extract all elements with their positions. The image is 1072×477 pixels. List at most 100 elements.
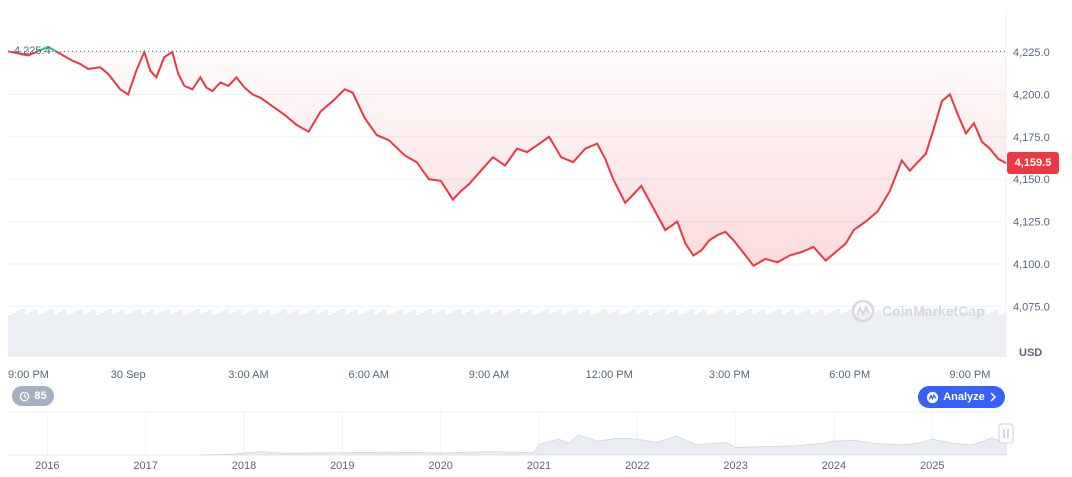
volume-bar — [556, 310, 562, 357]
volume-bar — [673, 310, 678, 357]
volume-bar — [465, 312, 470, 357]
volume-bar — [993, 310, 998, 357]
volume-bar — [781, 314, 786, 357]
volume-bar — [70, 313, 75, 357]
analyze-button[interactable]: Analyze — [918, 386, 1005, 408]
volume-bars — [8, 309, 1007, 357]
volume-bar — [893, 309, 899, 357]
volume-bar — [910, 315, 915, 357]
volume-bar — [777, 309, 782, 357]
volume-bar — [768, 313, 774, 357]
volume-bar — [868, 314, 874, 357]
volume-bar — [972, 313, 978, 357]
watermark: CoinMarketCap — [851, 299, 985, 323]
volume-bar — [935, 310, 940, 357]
x-tick-label: 12:00 PM — [586, 369, 633, 381]
volume-bar — [57, 312, 63, 357]
volume-bar — [82, 314, 88, 357]
cmc-watermark-icon — [851, 299, 875, 323]
x-tick-label: 6:00 PM — [829, 369, 870, 381]
volume-bar — [789, 310, 795, 357]
open-price-label: 4,225.4 — [14, 45, 51, 57]
y-tick-label: 4,100.0 — [1013, 259, 1050, 271]
volume-bar — [877, 310, 882, 357]
volume-bar — [427, 309, 433, 357]
x-axis: 9:00 PM 30 Sep 3:00 AM 6:00 AM 9:00 AM 12:00 … — [8, 369, 990, 381]
volume-bar — [170, 314, 175, 357]
volume-bar — [906, 310, 911, 357]
volume-bar — [511, 311, 516, 357]
volume-bar — [702, 310, 707, 357]
history-button[interactable]: 85 — [12, 386, 54, 406]
current-price-badge: 4,159.5 — [1007, 152, 1059, 174]
volume-bar — [340, 309, 346, 357]
volume-bar — [394, 311, 400, 357]
volume-bar — [494, 312, 499, 357]
volume-bar — [922, 309, 928, 357]
volume-bar — [943, 313, 949, 357]
volume-bar — [956, 314, 961, 357]
volume-bar — [286, 314, 292, 357]
volume-bar — [407, 312, 412, 357]
volume-bar — [211, 315, 217, 357]
volume-bar — [444, 315, 450, 357]
volume-bar — [798, 313, 803, 357]
volume-bar — [610, 312, 616, 357]
volume-bar — [823, 315, 828, 357]
volume-bar — [594, 313, 599, 357]
x-tick-label: 9:00 PM — [8, 369, 49, 381]
volume-bar — [116, 312, 121, 357]
volume-bar — [835, 309, 840, 357]
navigator-handle[interactable] — [998, 423, 1014, 444]
volume-bar — [299, 315, 304, 357]
navigator-tick-label: 2022 — [625, 460, 649, 472]
volume-bar — [540, 311, 545, 357]
volume-bar — [128, 313, 134, 357]
volume-bar — [190, 311, 196, 357]
volume-bar — [507, 313, 512, 357]
volume-bar — [8, 315, 13, 357]
volume-bar — [24, 314, 30, 357]
volume-bar — [947, 311, 953, 357]
volume-bar — [785, 312, 791, 357]
volume-bar — [290, 312, 296, 357]
volume-bar — [436, 312, 441, 357]
volume-bar — [448, 313, 454, 357]
volume-bar — [602, 309, 608, 357]
volume-bar — [698, 312, 703, 357]
volume-bar — [87, 312, 92, 357]
y-tick-label: 4,200.0 — [1013, 89, 1050, 101]
x-tick-label: 3:00 PM — [709, 369, 750, 381]
volume-bar — [103, 311, 109, 357]
navigator-tick-label: 2018 — [232, 460, 256, 472]
cmc-logo-icon — [927, 391, 939, 403]
volume-bar — [590, 315, 595, 357]
volume-bar — [881, 315, 886, 357]
volume-bar — [523, 312, 529, 357]
volume-bar — [53, 314, 59, 357]
volume-bar — [91, 310, 96, 357]
volume-bar — [132, 311, 138, 357]
volume-bar — [981, 309, 986, 357]
volume-bar — [336, 311, 341, 357]
volume-bar — [28, 312, 34, 357]
volume-bar — [802, 311, 807, 357]
volume-bar — [498, 310, 504, 357]
volume-bar — [914, 313, 919, 357]
volume-bar — [727, 312, 732, 357]
volume-bar — [303, 313, 308, 357]
volume-bar — [581, 312, 587, 357]
volume-bar — [41, 313, 46, 357]
volume-bar — [141, 314, 146, 357]
navigator-x-axis: 2016 2017 2018 2019 2020 2021 2022 2023 2024 2025 — [35, 460, 944, 472]
volume-bar — [939, 315, 944, 357]
volume-bar — [398, 309, 404, 357]
volume-bar — [960, 312, 965, 357]
volume-bar — [378, 312, 383, 357]
volume-bar — [926, 314, 932, 357]
volume-bar — [166, 309, 171, 357]
volume-bar — [860, 311, 865, 357]
x-tick-label: 3:00 AM — [228, 369, 268, 381]
volume-bar — [714, 311, 720, 357]
